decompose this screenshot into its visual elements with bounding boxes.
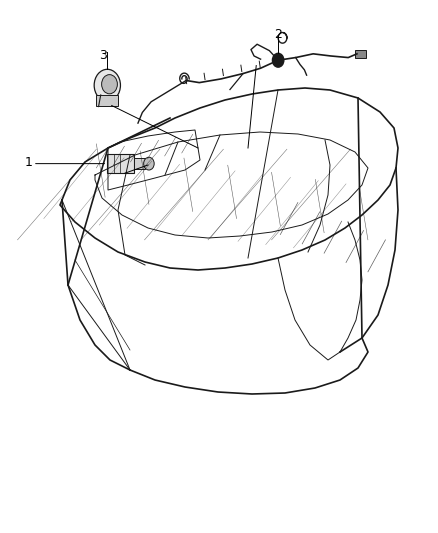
Circle shape (272, 53, 284, 67)
Text: 2: 2 (274, 28, 282, 41)
Text: 3: 3 (99, 50, 107, 62)
Bar (134, 158, 145, 169)
Bar (107, 154, 134, 173)
Circle shape (94, 69, 120, 101)
Bar (96, 95, 118, 106)
Circle shape (144, 157, 154, 170)
Circle shape (102, 75, 117, 94)
Bar (355, 50, 366, 58)
Text: 1: 1 (25, 156, 33, 169)
